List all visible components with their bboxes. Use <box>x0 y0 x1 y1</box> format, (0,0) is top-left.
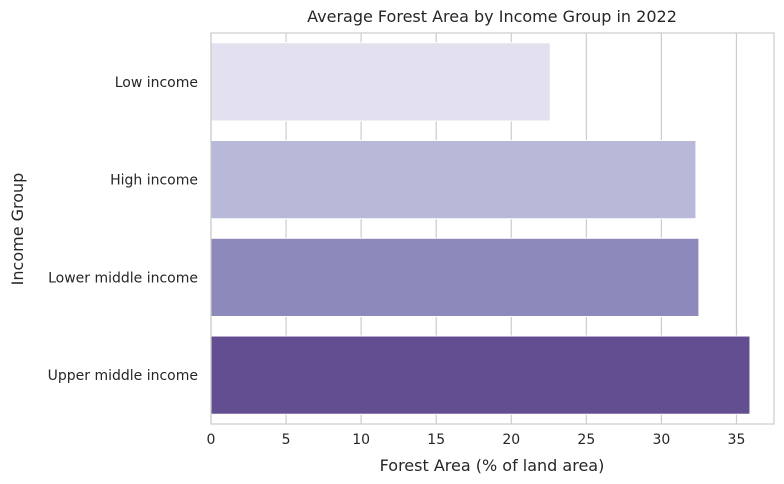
y-tick-label-lower-middle-income: Lower middle income <box>48 270 198 286</box>
x-tick-label-4: 20 <box>502 432 520 448</box>
y-tick-labels: Low income High income Lower middle income… <box>48 75 198 384</box>
x-tick-label-7: 35 <box>728 432 746 448</box>
x-tick-label-3: 15 <box>427 432 445 448</box>
plot-frame <box>210 32 775 425</box>
y-tick-label-low-income: Low income <box>115 75 198 91</box>
bar-lower-middle-income <box>210 237 700 317</box>
bar-upper-middle-income <box>210 335 751 415</box>
x-tick-label-6: 30 <box>652 432 670 448</box>
x-tick-label-0: 0 <box>207 432 216 448</box>
bar-low-income <box>210 42 551 122</box>
y-axis-title: Income Group <box>8 173 27 286</box>
x-tick-label-1: 5 <box>282 432 291 448</box>
x-tick-labels: 0 5 10 15 20 25 30 35 <box>207 432 746 448</box>
bar-high-income <box>210 140 697 220</box>
plot-border <box>210 32 775 425</box>
y-tick-label-upper-middle-income: Upper middle income <box>48 368 198 384</box>
chart-title: Average Forest Area by Income Group in 2… <box>307 7 677 26</box>
x-tick-label-2: 10 <box>352 432 370 448</box>
y-tick-label-high-income: High income <box>110 173 198 189</box>
x-axis-title: Forest Area (% of land area) <box>380 456 605 475</box>
x-tick-label-5: 25 <box>577 432 595 448</box>
